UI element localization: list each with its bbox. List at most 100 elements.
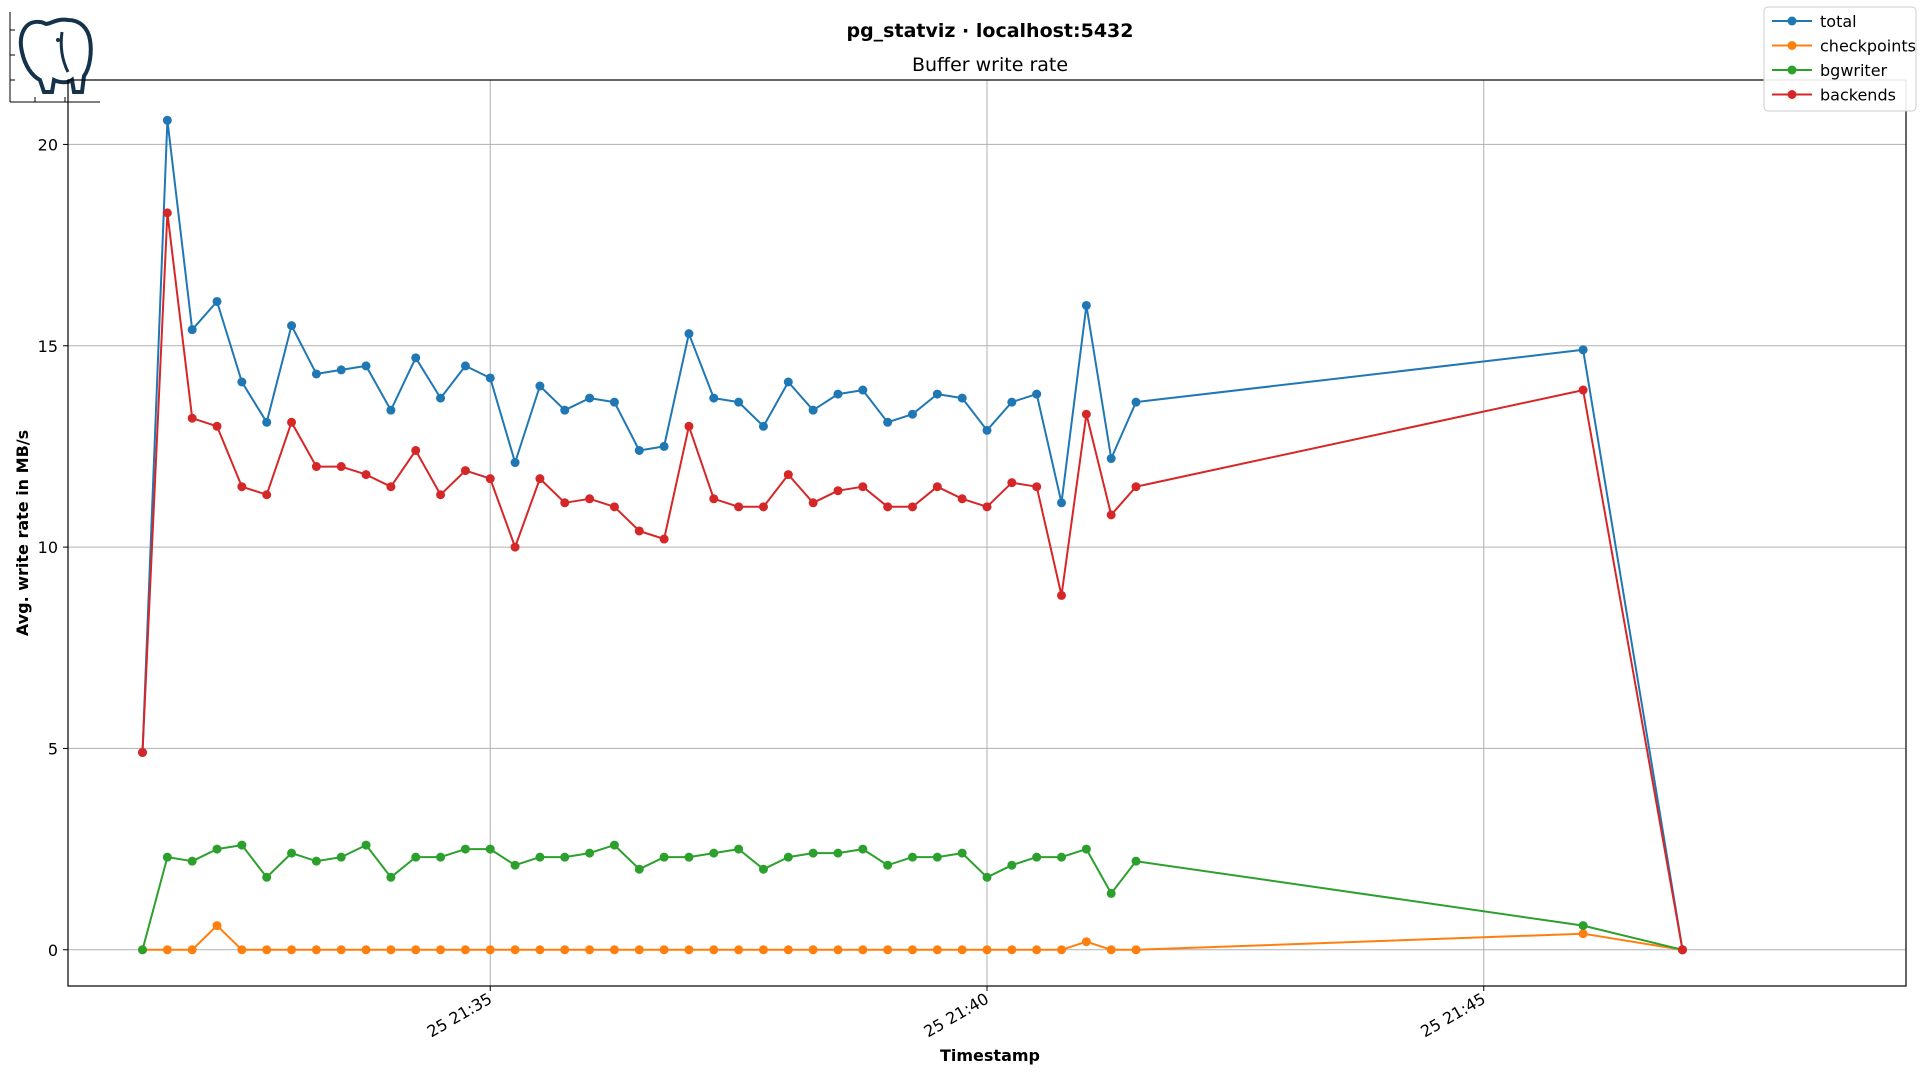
data-point-checkpoints xyxy=(1032,945,1042,955)
data-point-checkpoints xyxy=(982,945,992,955)
data-point-checkpoints xyxy=(1057,945,1067,955)
data-point-bgwriter xyxy=(560,852,570,862)
data-point-total xyxy=(609,397,619,407)
data-point-backends xyxy=(1677,945,1687,955)
data-point-backends xyxy=(386,482,396,492)
data-point-bgwriter xyxy=(311,856,321,866)
data-point-checkpoints xyxy=(460,945,470,955)
data-point-checkpoints xyxy=(758,945,768,955)
data-point-backends xyxy=(361,470,371,480)
data-point-bgwriter xyxy=(361,840,371,850)
data-point-backends xyxy=(957,494,967,504)
data-point-checkpoints xyxy=(709,945,719,955)
data-point-bgwriter xyxy=(758,864,768,874)
data-point-backends xyxy=(287,417,297,427)
data-point-total xyxy=(932,389,942,399)
data-point-backends xyxy=(1578,385,1588,395)
data-point-backends xyxy=(262,490,272,500)
data-point-bgwriter xyxy=(982,872,992,882)
data-point-checkpoints xyxy=(907,945,917,955)
data-point-backends xyxy=(684,421,694,431)
series-checkpoints xyxy=(138,921,1687,955)
data-point-backends xyxy=(1081,409,1091,419)
legend: total checkpoints bgwriter backends xyxy=(1763,6,1917,112)
data-point-bgwriter xyxy=(187,856,197,866)
data-point-bgwriter xyxy=(907,852,917,862)
legend-label: backends xyxy=(1820,86,1896,105)
y-tick-label: 5 xyxy=(48,739,58,758)
data-point-backends xyxy=(1131,482,1141,492)
data-point-checkpoints xyxy=(162,945,172,955)
data-point-backends xyxy=(237,482,247,492)
data-point-bgwriter xyxy=(858,844,868,854)
data-point-total xyxy=(560,405,570,415)
data-point-total xyxy=(734,397,744,407)
y-tick-label: 0 xyxy=(48,941,58,960)
data-point-checkpoints xyxy=(336,945,346,955)
data-point-bgwriter xyxy=(957,848,967,858)
data-point-backends xyxy=(634,526,644,536)
data-point-total xyxy=(386,405,396,415)
data-point-total xyxy=(858,385,868,395)
data-point-backends xyxy=(510,542,520,552)
data-point-checkpoints xyxy=(311,945,321,955)
postgres-elephant-logo xyxy=(9,12,100,103)
grid xyxy=(68,80,1906,986)
data-point-backends xyxy=(535,474,545,484)
data-point-checkpoints xyxy=(659,945,669,955)
data-point-total xyxy=(187,325,197,335)
data-point-total xyxy=(1106,454,1116,464)
data-point-total xyxy=(1057,498,1067,508)
data-point-checkpoints xyxy=(1578,929,1588,939)
data-point-backends xyxy=(808,498,818,508)
legend-marker xyxy=(1787,41,1797,50)
data-point-checkpoints xyxy=(684,945,694,955)
data-point-total xyxy=(1578,345,1588,355)
data-point-backends xyxy=(336,462,346,472)
data-point-bgwriter xyxy=(411,852,421,862)
series-line-total xyxy=(141,119,1684,950)
data-point-bgwriter xyxy=(659,852,669,862)
data-point-bgwriter xyxy=(609,840,619,850)
data-point-bgwriter xyxy=(585,848,595,858)
data-point-bgwriter xyxy=(1032,852,1042,862)
data-point-backends xyxy=(1106,510,1116,520)
data-point-total xyxy=(436,393,446,403)
data-point-checkpoints xyxy=(386,945,396,955)
data-point-total xyxy=(907,409,917,419)
data-point-backends xyxy=(187,413,197,423)
chart-title: pg_statviz · localhost:5432 xyxy=(846,20,1133,42)
series-total xyxy=(138,115,1687,955)
data-point-bgwriter xyxy=(535,852,545,862)
data-point-total xyxy=(1081,300,1091,310)
data-point-checkpoints xyxy=(883,945,893,955)
data-point-checkpoints xyxy=(833,945,843,955)
y-axis-label: Avg. write rate in MB/s xyxy=(13,430,32,636)
data-point-total xyxy=(485,373,495,383)
data-point-checkpoints xyxy=(436,945,446,955)
data-point-checkpoints xyxy=(535,945,545,955)
data-point-checkpoints xyxy=(560,945,570,955)
data-point-bgwriter xyxy=(684,852,694,862)
series-bgwriter xyxy=(138,840,1687,955)
data-point-total xyxy=(311,369,321,379)
data-point-bgwriter xyxy=(932,852,942,862)
data-point-bgwriter xyxy=(709,848,719,858)
data-point-total xyxy=(212,296,222,306)
chart-subtitle: Buffer write rate xyxy=(912,54,1068,76)
data-point-total xyxy=(1131,397,1141,407)
data-point-backends xyxy=(783,470,793,480)
data-point-checkpoints xyxy=(411,945,421,955)
data-point-checkpoints xyxy=(237,945,247,955)
data-point-total xyxy=(982,425,992,435)
data-point-checkpoints xyxy=(212,921,222,931)
data-point-backends xyxy=(162,208,172,218)
data-point-total xyxy=(883,417,893,427)
data-point-total xyxy=(1007,397,1017,407)
data-point-bgwriter xyxy=(212,844,222,854)
legend-label: total xyxy=(1820,12,1857,31)
data-point-backends xyxy=(212,421,222,431)
data-point-checkpoints xyxy=(585,945,595,955)
legend-item-bgwriter: bgwriter xyxy=(1772,61,1888,80)
data-point-total xyxy=(535,381,545,391)
